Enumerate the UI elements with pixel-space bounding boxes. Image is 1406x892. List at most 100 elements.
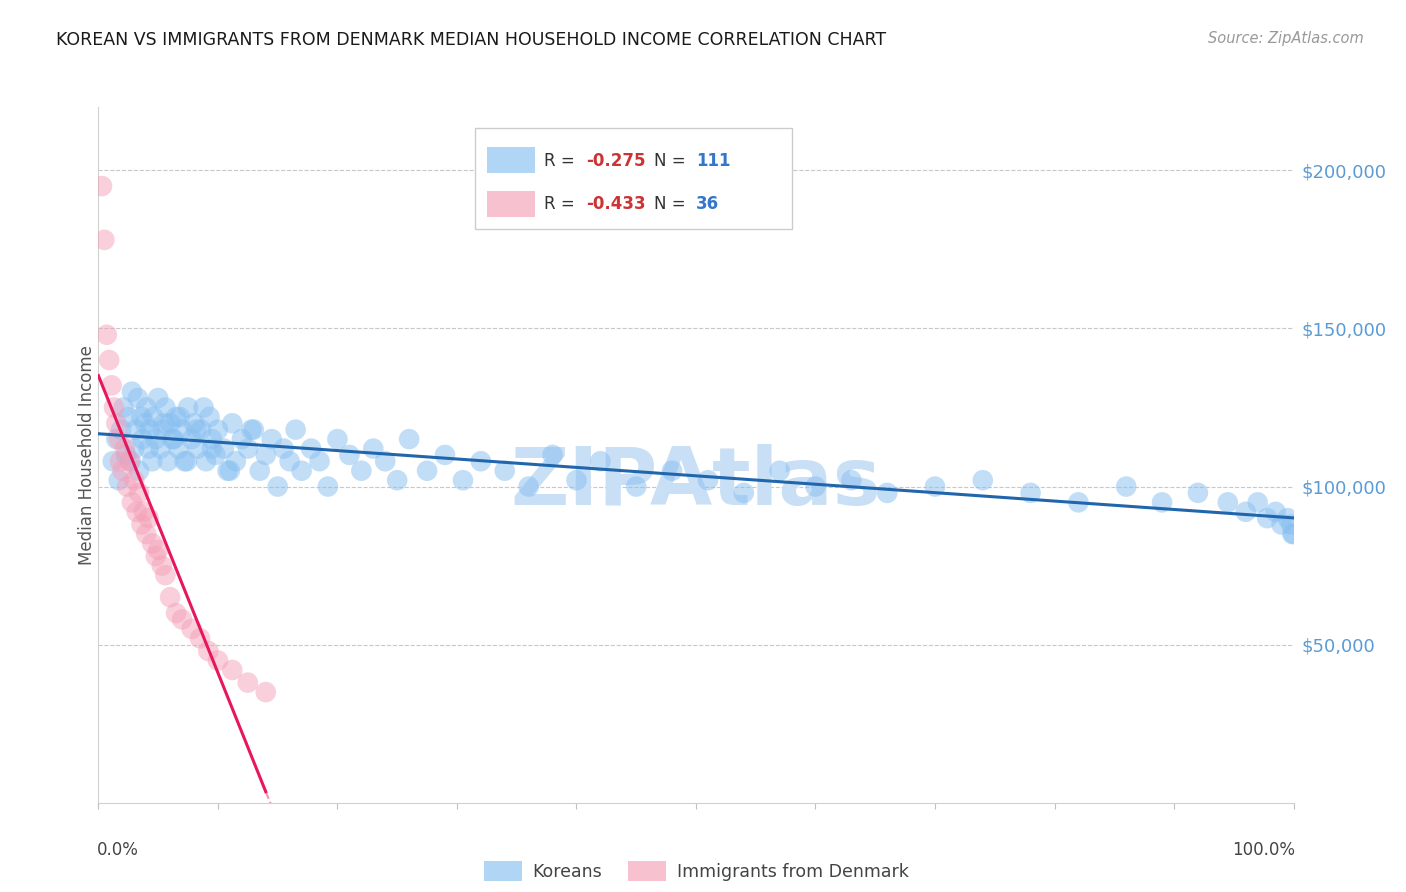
Point bbox=[165, 606, 187, 620]
Point bbox=[131, 432, 153, 446]
Point bbox=[138, 511, 160, 525]
Point bbox=[1282, 527, 1305, 541]
Point bbox=[173, 454, 195, 468]
Point bbox=[236, 675, 259, 690]
Point bbox=[626, 479, 648, 493]
Point bbox=[190, 423, 212, 437]
Point bbox=[132, 505, 155, 519]
Point bbox=[1019, 486, 1042, 500]
Point bbox=[339, 448, 360, 462]
Text: 100.0%: 100.0% bbox=[1232, 841, 1295, 859]
Text: ZIPAtlas: ZIPAtlas bbox=[510, 443, 882, 522]
Point bbox=[1277, 511, 1299, 525]
Point bbox=[188, 632, 211, 646]
Point bbox=[201, 442, 224, 456]
Bar bbox=[486, 146, 534, 173]
Point bbox=[172, 423, 194, 437]
Point bbox=[1115, 479, 1137, 493]
Point bbox=[385, 473, 409, 487]
Point bbox=[1216, 495, 1239, 509]
Point bbox=[249, 464, 271, 478]
Text: -0.433: -0.433 bbox=[586, 195, 645, 213]
Text: 0.0%: 0.0% bbox=[97, 841, 139, 859]
Point bbox=[589, 454, 612, 468]
Point bbox=[236, 442, 259, 456]
FancyBboxPatch shape bbox=[475, 128, 792, 229]
Point bbox=[107, 432, 129, 446]
Point bbox=[267, 479, 290, 493]
Point bbox=[187, 442, 209, 456]
Point bbox=[120, 454, 142, 468]
Point bbox=[541, 448, 564, 462]
Point bbox=[125, 505, 148, 519]
Point bbox=[105, 417, 128, 431]
Point bbox=[131, 517, 153, 532]
Point bbox=[1150, 495, 1173, 509]
Point bbox=[416, 464, 439, 478]
Point bbox=[194, 454, 218, 468]
Point bbox=[284, 423, 307, 437]
Point bbox=[93, 233, 115, 247]
Point bbox=[114, 442, 136, 456]
Point bbox=[470, 454, 492, 468]
Point bbox=[876, 486, 898, 500]
Point bbox=[124, 423, 146, 437]
Point bbox=[150, 558, 173, 573]
Text: R =: R = bbox=[544, 153, 581, 170]
Point bbox=[135, 527, 157, 541]
Point bbox=[100, 378, 122, 392]
Point bbox=[148, 542, 170, 557]
Point bbox=[201, 432, 224, 446]
Point bbox=[167, 442, 190, 456]
Point bbox=[169, 409, 191, 424]
Point bbox=[159, 417, 181, 431]
Point bbox=[186, 423, 208, 437]
Point bbox=[197, 644, 219, 658]
Point bbox=[121, 495, 143, 509]
Point bbox=[180, 432, 202, 446]
Point bbox=[350, 464, 373, 478]
Point bbox=[278, 454, 301, 468]
Point bbox=[219, 464, 242, 478]
Point bbox=[972, 473, 994, 487]
Point bbox=[1279, 517, 1302, 532]
Point bbox=[768, 464, 790, 478]
Point bbox=[159, 591, 181, 605]
Y-axis label: Median Household Income: Median Household Income bbox=[79, 345, 96, 565]
Point bbox=[1271, 517, 1294, 532]
Point bbox=[108, 454, 131, 468]
Point bbox=[131, 409, 153, 424]
Point bbox=[243, 423, 266, 437]
Point bbox=[139, 423, 162, 437]
Point bbox=[433, 448, 456, 462]
Point bbox=[127, 391, 149, 405]
Point bbox=[661, 464, 683, 478]
Point bbox=[105, 432, 128, 446]
Point bbox=[180, 622, 202, 636]
Point bbox=[451, 473, 474, 487]
Point bbox=[1246, 495, 1268, 509]
Point bbox=[176, 454, 198, 468]
Point bbox=[128, 486, 150, 500]
Point bbox=[103, 401, 125, 415]
Point bbox=[260, 432, 283, 446]
Text: 111: 111 bbox=[696, 153, 731, 170]
Point bbox=[141, 454, 163, 468]
Point bbox=[107, 473, 129, 487]
Point bbox=[225, 454, 247, 468]
Point bbox=[273, 442, 295, 456]
Point bbox=[1256, 511, 1278, 525]
Point bbox=[148, 391, 170, 405]
Point bbox=[363, 442, 385, 456]
Point bbox=[517, 479, 540, 493]
Point bbox=[291, 464, 314, 478]
Point bbox=[138, 442, 160, 456]
Point bbox=[152, 423, 174, 437]
Point bbox=[308, 454, 330, 468]
Point bbox=[128, 464, 150, 478]
Point bbox=[217, 464, 239, 478]
Text: N =: N = bbox=[654, 153, 690, 170]
Point bbox=[177, 401, 200, 415]
Point bbox=[141, 536, 163, 550]
Point bbox=[118, 454, 141, 468]
